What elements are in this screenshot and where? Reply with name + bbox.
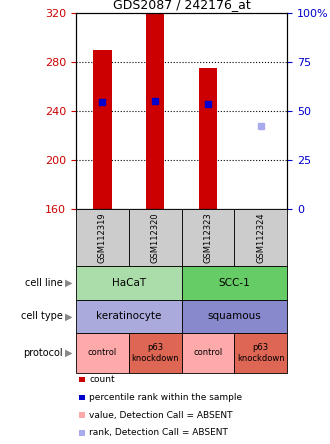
Bar <box>199 68 217 209</box>
Text: control: control <box>193 349 222 357</box>
Bar <box>129 333 182 373</box>
Bar <box>76 300 182 333</box>
Text: ▶: ▶ <box>65 348 73 358</box>
Text: count: count <box>89 375 115 384</box>
Bar <box>76 209 129 266</box>
Text: GSM112320: GSM112320 <box>150 212 160 263</box>
Text: GSM112324: GSM112324 <box>256 212 265 263</box>
Bar <box>182 333 234 373</box>
Text: value, Detection Call = ABSENT: value, Detection Call = ABSENT <box>89 411 233 420</box>
Text: protocol: protocol <box>23 348 63 358</box>
Text: control: control <box>88 349 117 357</box>
Text: GSM112323: GSM112323 <box>203 212 213 263</box>
Text: ▶: ▶ <box>65 311 73 321</box>
Text: cell type: cell type <box>21 311 63 321</box>
Bar <box>93 50 112 209</box>
Bar <box>182 300 287 333</box>
Text: keratinocyte: keratinocyte <box>96 311 161 321</box>
Text: SCC-1: SCC-1 <box>218 278 250 288</box>
Text: p63
knockdown: p63 knockdown <box>131 343 179 363</box>
Text: squamous: squamous <box>208 311 261 321</box>
Text: GSM112319: GSM112319 <box>98 212 107 263</box>
Bar <box>182 266 287 300</box>
Bar <box>146 13 164 209</box>
Text: rank, Detection Call = ABSENT: rank, Detection Call = ABSENT <box>89 428 228 437</box>
Text: p63
knockdown: p63 knockdown <box>237 343 284 363</box>
Bar <box>182 209 234 266</box>
Text: ▶: ▶ <box>65 278 73 288</box>
Text: percentile rank within the sample: percentile rank within the sample <box>89 393 243 402</box>
Bar <box>76 333 129 373</box>
Bar <box>234 333 287 373</box>
Bar <box>234 209 287 266</box>
Title: GDS2087 / 242176_at: GDS2087 / 242176_at <box>113 0 250 11</box>
Text: HaCaT: HaCaT <box>112 278 146 288</box>
Bar <box>76 266 182 300</box>
Text: cell line: cell line <box>25 278 63 288</box>
Bar <box>129 209 182 266</box>
